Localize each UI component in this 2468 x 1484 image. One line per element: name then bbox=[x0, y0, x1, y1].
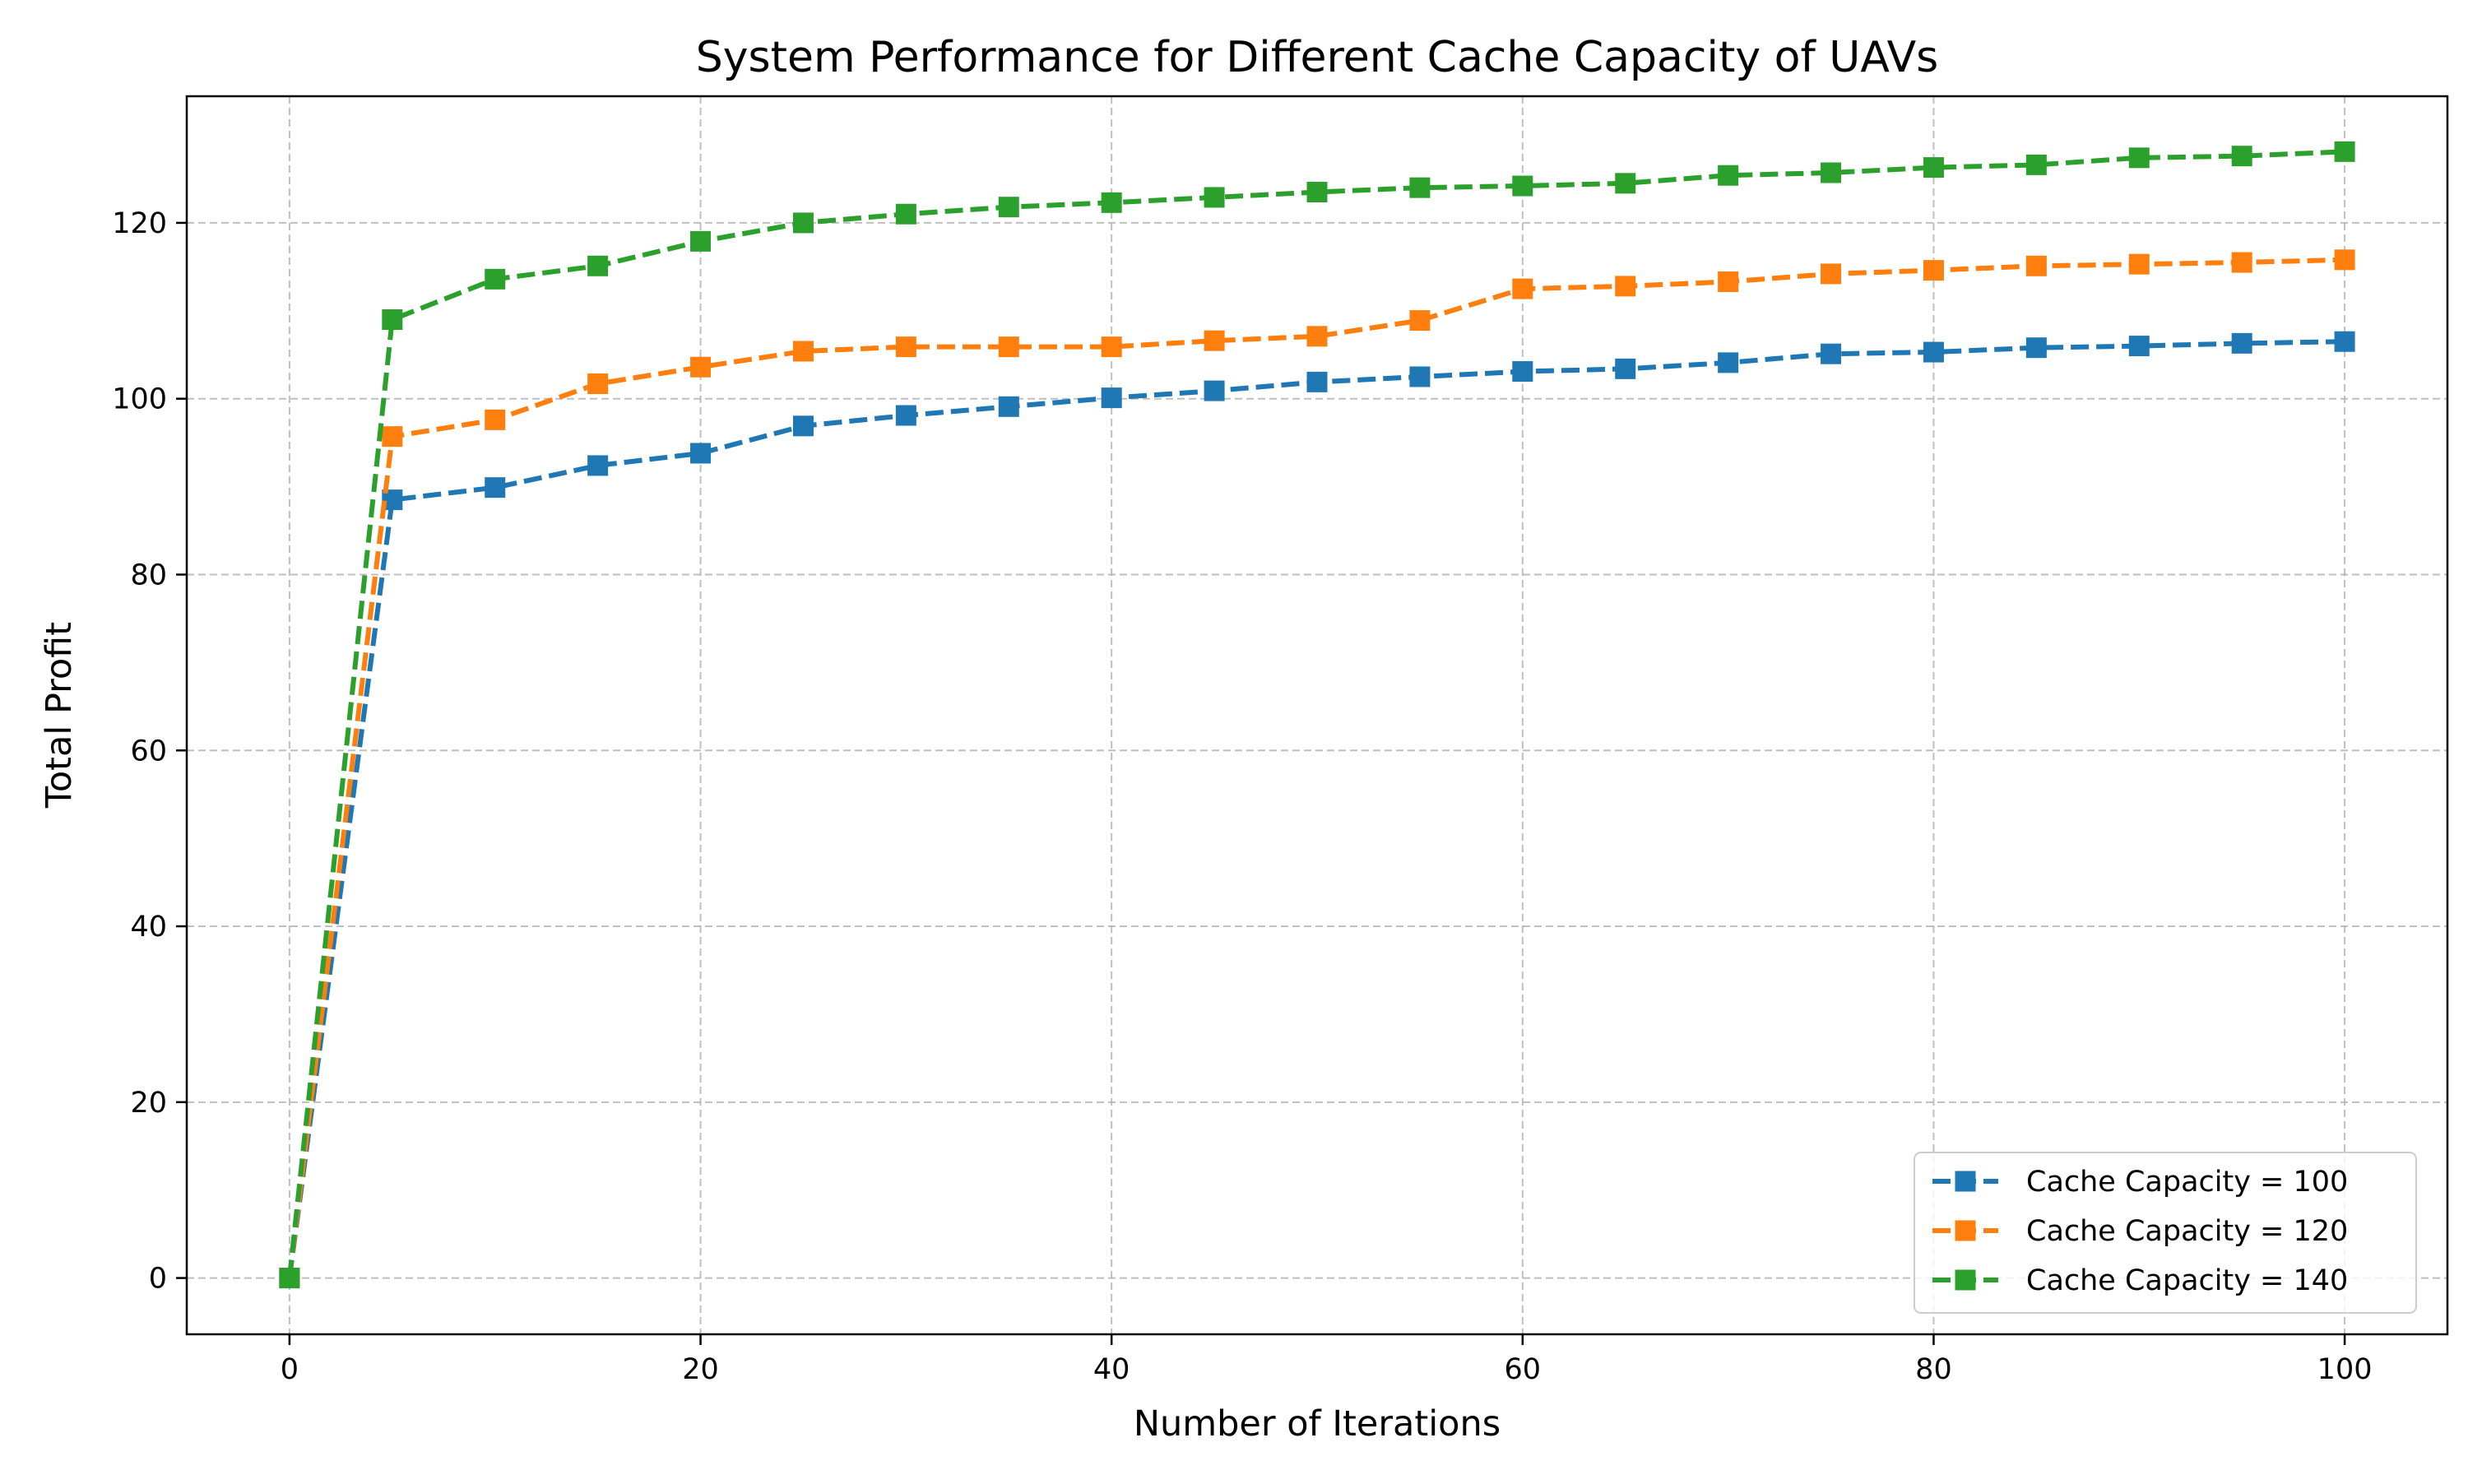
data-point bbox=[2334, 331, 2355, 352]
data-point bbox=[1306, 326, 1328, 347]
data-point bbox=[2128, 253, 2150, 275]
data-point bbox=[2025, 255, 2047, 276]
legend-marker bbox=[1955, 1220, 1976, 1241]
data-point bbox=[485, 409, 506, 430]
data-point bbox=[485, 268, 506, 290]
legend-item: Cache Capacity = 120 bbox=[1932, 1215, 2348, 1248]
data-point bbox=[792, 415, 814, 437]
data-point bbox=[1204, 380, 1225, 401]
data-point bbox=[1718, 352, 1739, 373]
x-tick-label: 20 bbox=[682, 1353, 719, 1386]
data-point bbox=[1923, 341, 1944, 363]
data-point bbox=[2025, 337, 2047, 359]
x-tick-label: 40 bbox=[1093, 1353, 1130, 1386]
data-point bbox=[1204, 330, 1225, 351]
data-point bbox=[1101, 387, 1122, 409]
data-point bbox=[1923, 157, 1944, 179]
data-point bbox=[1512, 361, 1533, 383]
x-tick-label: 80 bbox=[1915, 1353, 1952, 1386]
data-point bbox=[1615, 358, 1636, 379]
data-point bbox=[1821, 343, 1842, 364]
data-point bbox=[690, 230, 712, 252]
data-point bbox=[998, 336, 1019, 358]
data-point bbox=[1718, 271, 1739, 293]
data-point bbox=[2128, 147, 2150, 169]
data-point bbox=[998, 197, 1019, 218]
x-tick-label: 100 bbox=[2317, 1353, 2373, 1386]
data-point bbox=[587, 455, 609, 476]
y-tick-label: 0 bbox=[149, 1263, 167, 1296]
legend-label: Cache Capacity = 100 bbox=[2026, 1166, 2348, 1199]
data-point bbox=[2128, 336, 2150, 357]
data-point bbox=[690, 356, 712, 378]
data-point bbox=[2334, 141, 2355, 162]
legend-item: Cache Capacity = 100 bbox=[1932, 1166, 2348, 1199]
data-point bbox=[1718, 165, 1739, 186]
data-point bbox=[1615, 173, 1636, 194]
data-point bbox=[1306, 371, 1328, 392]
legend-label: Cache Capacity = 120 bbox=[2026, 1215, 2348, 1248]
data-point bbox=[1306, 182, 1328, 203]
y-tick-label: 20 bbox=[130, 1087, 167, 1120]
series-3 bbox=[279, 141, 2355, 1289]
data-point bbox=[895, 336, 916, 358]
x-tick-label: 60 bbox=[1505, 1353, 1542, 1386]
y-tick-label: 120 bbox=[112, 207, 167, 240]
plot-frame bbox=[185, 95, 2449, 1336]
y-tick-label: 80 bbox=[130, 559, 167, 591]
data-point bbox=[1409, 310, 1431, 332]
data-point bbox=[1409, 366, 1431, 387]
data-point bbox=[792, 341, 814, 362]
data-point bbox=[2334, 249, 2355, 271]
data-point bbox=[279, 1268, 300, 1289]
data-point bbox=[895, 203, 916, 225]
data-point bbox=[2231, 252, 2252, 273]
data-point bbox=[2231, 146, 2252, 167]
legend-item: Cache Capacity = 140 bbox=[1932, 1264, 2348, 1297]
data-point bbox=[1512, 175, 1533, 197]
data-point bbox=[2025, 154, 2047, 175]
legend: Cache Capacity = 100 Cache Capacity = 120… bbox=[1914, 1152, 2417, 1314]
data-point bbox=[382, 426, 403, 448]
data-point bbox=[2231, 332, 2252, 354]
data-point bbox=[1512, 278, 1533, 299]
data-point bbox=[998, 396, 1019, 417]
legend-marker bbox=[1955, 1269, 1976, 1291]
data-point bbox=[382, 308, 403, 330]
legend-marker bbox=[1955, 1171, 1976, 1192]
data-point bbox=[587, 255, 609, 276]
legend-box bbox=[1914, 1152, 2417, 1314]
series-layer bbox=[279, 141, 2355, 1289]
data-point bbox=[587, 373, 609, 395]
y-axis-title: Total Profit bbox=[39, 622, 80, 809]
data-point bbox=[1615, 276, 1636, 297]
y-tick-label: 100 bbox=[112, 383, 167, 416]
data-point bbox=[1821, 162, 1842, 183]
chart-title: System Performance for Different Cache C… bbox=[696, 33, 1939, 82]
legend-label: Cache Capacity = 140 bbox=[2026, 1264, 2348, 1297]
data-point bbox=[895, 405, 916, 426]
data-point bbox=[1204, 187, 1225, 208]
data-point bbox=[1923, 260, 1944, 281]
data-point bbox=[690, 443, 712, 464]
data-point bbox=[1101, 192, 1122, 213]
axis-ticks: 0 20 40 60 80 100 0 20 40 60 80 100 120 bbox=[112, 207, 2372, 1386]
data-point bbox=[1101, 336, 1122, 358]
data-point bbox=[1409, 177, 1431, 198]
data-point bbox=[1821, 263, 1842, 285]
y-tick-label: 60 bbox=[130, 735, 167, 768]
x-tick-label: 0 bbox=[281, 1353, 299, 1386]
x-axis-title: Number of Iterations bbox=[1134, 1403, 1501, 1445]
series-line bbox=[286, 257, 2345, 1278]
data-point bbox=[792, 212, 814, 234]
data-point bbox=[485, 477, 506, 499]
y-tick-label: 40 bbox=[130, 911, 167, 944]
